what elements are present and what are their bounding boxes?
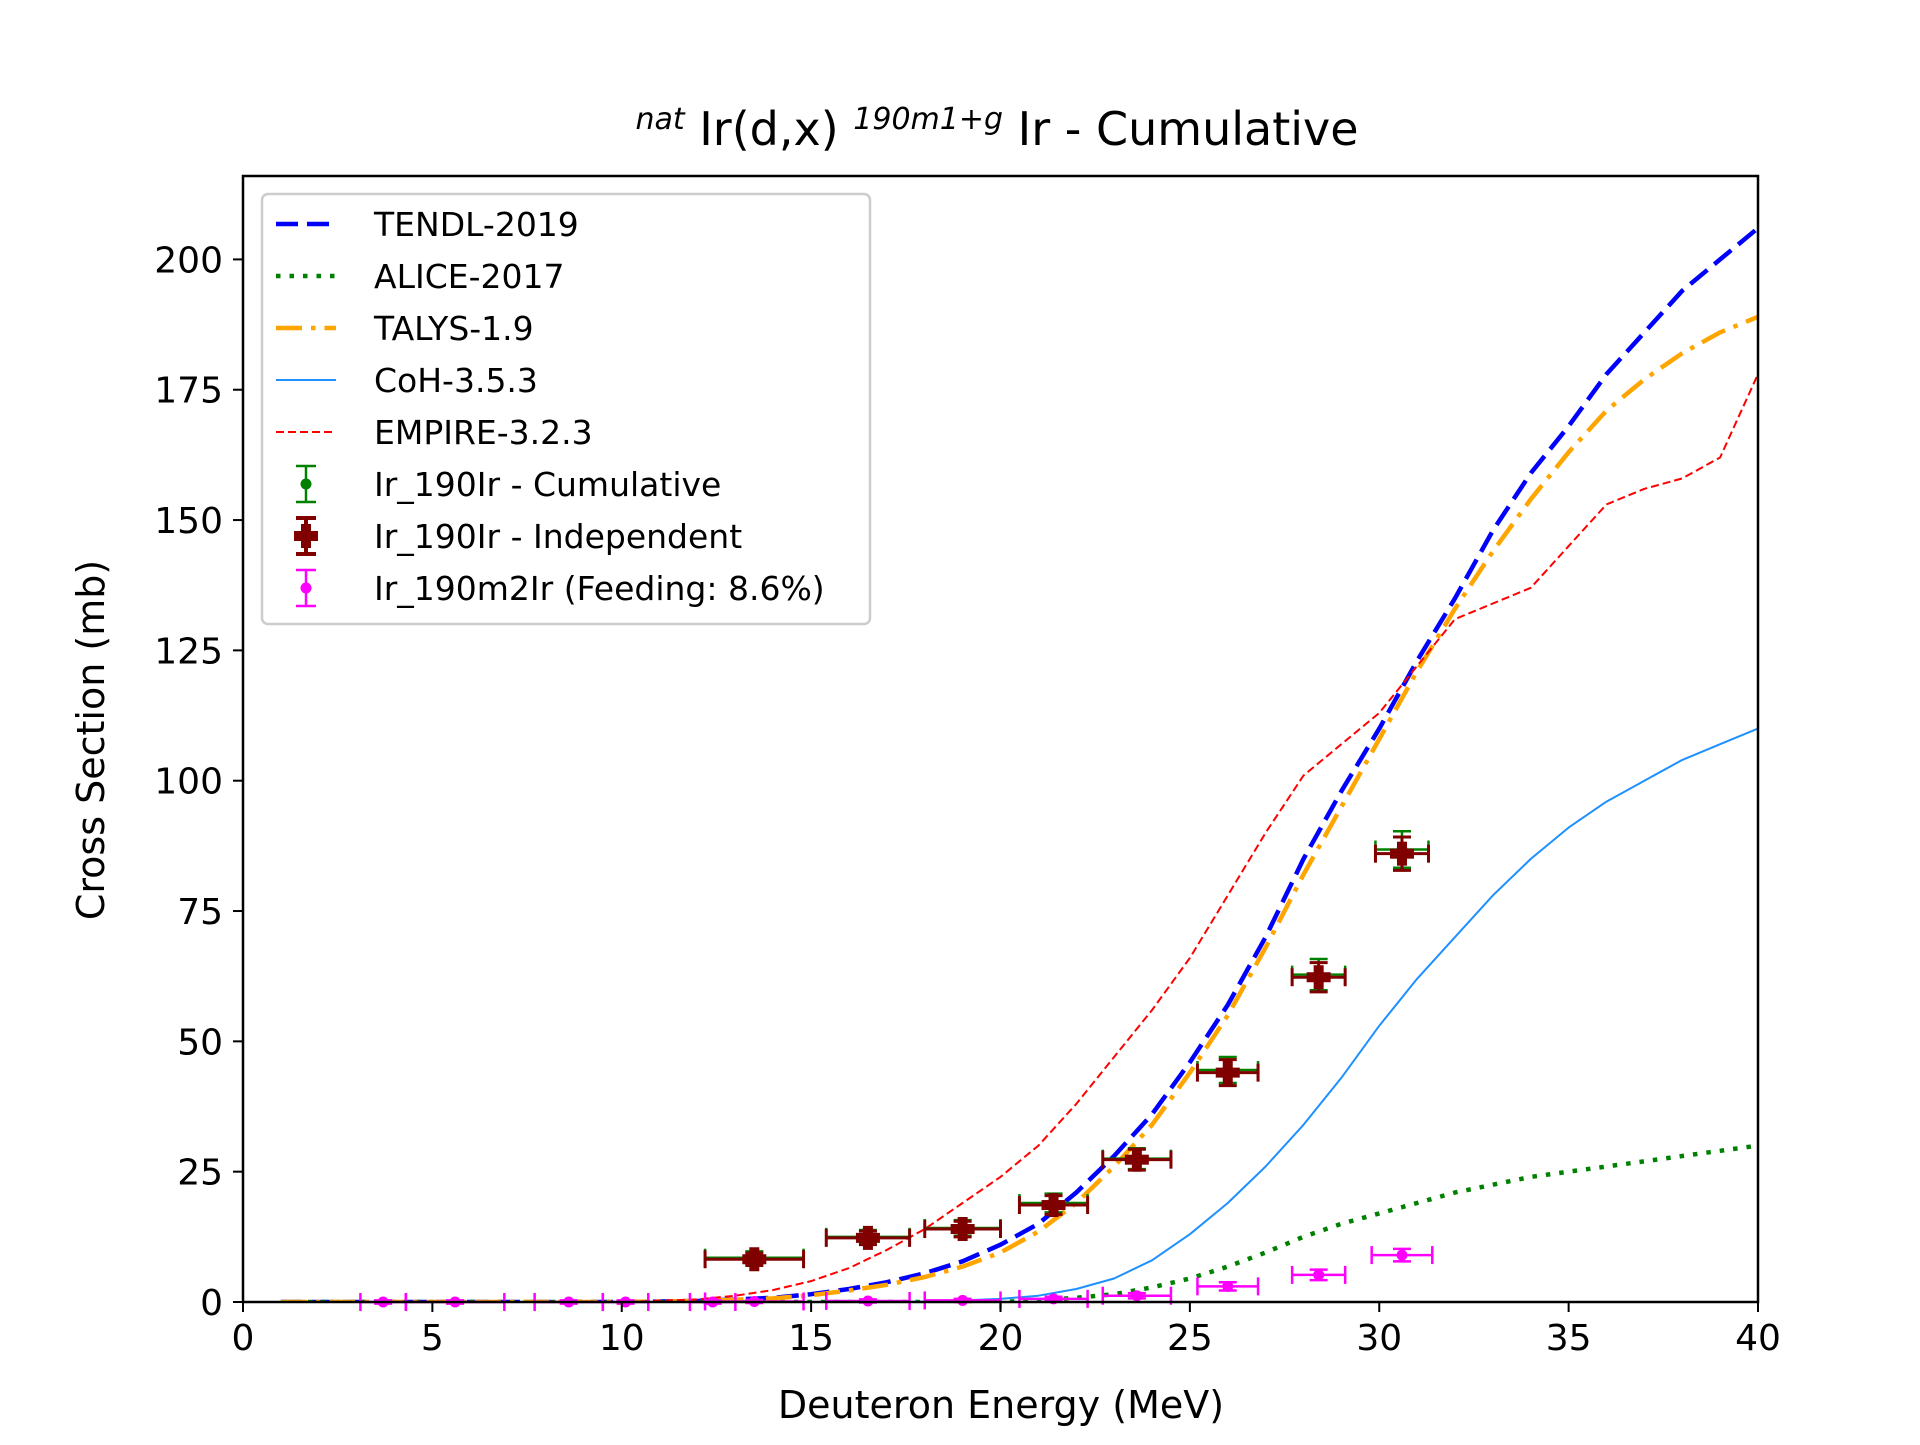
x-tick-label: 20: [978, 1318, 1024, 1359]
x-tick-label: 30: [1356, 1318, 1402, 1359]
data-point: [703, 1247, 806, 1272]
legend-item: TALYS-1.9: [276, 309, 534, 348]
marker-circle: [1396, 1249, 1408, 1261]
x-tick-label: 40: [1735, 1318, 1781, 1359]
y-tick-label: 25: [177, 1153, 223, 1194]
title-main-2: Ir - Cumulative: [1018, 102, 1359, 156]
y-tick-label: 0: [200, 1283, 223, 1324]
title-sup-mid: 190m1+g: [853, 102, 1003, 137]
axes: 0 5 10 15 20 25 30 35 40 0 25 50 75 100 125 150 175 200: [154, 174, 1781, 1359]
marker-plus-v: [1396, 841, 1407, 866]
legend-label: ALICE-2017: [374, 257, 564, 296]
series-line-tendl-2019: [280, 226, 1758, 1302]
y-tick-label: 175: [154, 371, 223, 412]
marker-circle: [1313, 1269, 1325, 1281]
data-point: [1195, 1058, 1260, 1088]
data-point: [1373, 835, 1430, 872]
marker-circle: [1222, 1280, 1234, 1292]
chart-title: nat Ir(d,x) 190m1+g Ir - Cumulative: [635, 86, 1358, 156]
data-point: [1101, 1147, 1173, 1172]
marker-plus-v: [1048, 1193, 1059, 1218]
x-tick-label: 10: [599, 1318, 645, 1359]
x-axis-label: Deuteron Energy (MeV): [778, 1383, 1224, 1427]
y-tick-label: 200: [154, 240, 223, 281]
data-point: [1370, 1246, 1434, 1265]
x-tick-label: 0: [232, 1318, 255, 1359]
y-tick-label: 125: [154, 631, 223, 672]
legend-item: Ir_190m2Ir (Feeding: 8.6%): [296, 568, 825, 608]
title-main-1: Ir(d,x): [699, 102, 838, 156]
legend-item: Ir_190Ir - Cumulative: [296, 464, 721, 504]
marker-plus-v: [957, 1217, 968, 1242]
data-point: [923, 1217, 1002, 1242]
series-line-talys-1-9: [280, 314, 1758, 1302]
legend-frame: [260, 192, 872, 626]
legend-label: Ir_190Ir - Cumulative: [374, 465, 721, 504]
legend-item: EMPIRE-3.2.3: [276, 413, 593, 452]
legend-label: TALYS-1.9: [373, 309, 534, 348]
marker-circle: [957, 1294, 969, 1306]
legend-label: CoH-3.5.3: [374, 361, 538, 400]
data-point: [824, 1225, 912, 1250]
marker-plus-v: [862, 1225, 873, 1250]
data-point: [1290, 1265, 1347, 1284]
y-tick-label: 150: [154, 501, 223, 542]
x-tick-label: 35: [1546, 1318, 1592, 1359]
legend-label: EMPIRE-3.2.3: [374, 413, 593, 452]
y-axis-label: Cross Section (mb): [69, 560, 113, 920]
marker-plus-v: [1131, 1147, 1142, 1172]
legend-label: Ir_190Ir - Independent: [374, 517, 742, 556]
marker-plus-v: [749, 1247, 760, 1272]
series-line-empire-3-2-3: [280, 373, 1758, 1302]
title-sup-prefix: nat: [635, 102, 685, 137]
y-tick-label: 100: [154, 762, 223, 803]
legend-label: TENDL-2019: [373, 205, 579, 244]
y-tick-label: 50: [177, 1022, 223, 1063]
marker-plus-v: [301, 524, 311, 548]
marker-circle: [1131, 1290, 1143, 1302]
data-point: [1196, 1277, 1260, 1296]
legend-item: ALICE-2017: [276, 257, 564, 296]
x-tick-label: 5: [421, 1318, 444, 1359]
y-tick-label: 75: [177, 892, 223, 933]
legend-item: TENDL-2019: [276, 205, 579, 244]
marker-circle: [300, 582, 312, 594]
legend-item: CoH-3.5.3: [276, 361, 538, 400]
data-point: [1290, 961, 1347, 994]
x-tick-label: 25: [1167, 1318, 1213, 1359]
marker-circle: [300, 478, 312, 490]
series-points-ir-190ir-independent: [703, 835, 1430, 1272]
legend-label: Ir_190m2Ir (Feeding: 8.6%): [374, 569, 825, 608]
legend: TENDL-2019 ALICE-2017 TALYS-1.9 CoH-3.5.3 EM…: [260, 192, 872, 626]
x-tick-label: 15: [788, 1318, 834, 1359]
marker-plus-v: [1313, 965, 1324, 990]
data-point: [1017, 1193, 1090, 1218]
marker-plus-v: [1222, 1060, 1233, 1085]
legend-item: Ir_190Ir - Independent: [294, 516, 742, 556]
